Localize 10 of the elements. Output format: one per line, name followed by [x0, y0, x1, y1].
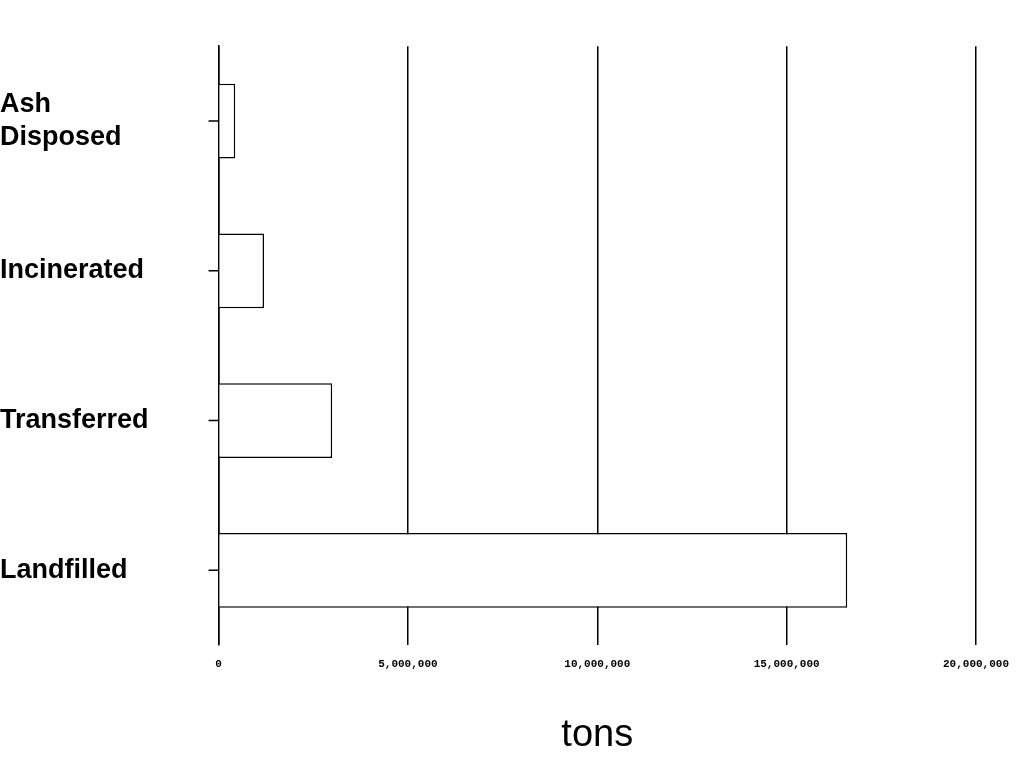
y-tick-label: Transferred	[0, 404, 149, 435]
y-tick-label: Landfilled	[0, 553, 128, 584]
x-tick-label: 15,000,000	[753, 657, 820, 670]
x-axis-title: tons	[561, 711, 634, 754]
y-tick-label: Incinerated	[0, 254, 145, 285]
x-tick-label: 10,000,000	[564, 657, 631, 670]
y-tick-label: Ash Disposed	[0, 88, 122, 151]
x-tick-label: 20,000,000	[942, 657, 1009, 670]
x-tick-label: 0	[215, 657, 222, 670]
x-tick-label: 5,000,000	[378, 657, 438, 670]
